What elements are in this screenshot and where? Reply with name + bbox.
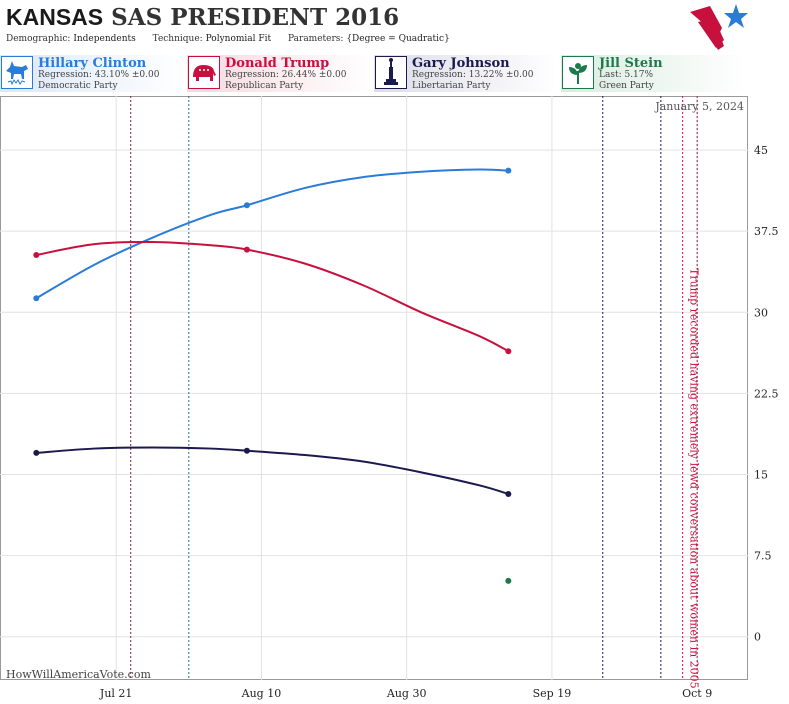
- candidate-name: Donald Trump: [225, 56, 330, 71]
- x-tick-label: Aug 30: [386, 687, 427, 700]
- elephant-icon: [188, 56, 220, 89]
- title-rest: SAS PRESIDENT 2016: [111, 4, 400, 31]
- x-tick-label: Jul 21: [99, 687, 133, 700]
- candidate-stat: Regression: 43.10% ±0.00: [38, 70, 160, 80]
- leaf-flower-icon: [562, 56, 594, 89]
- footer-site: HowWillAmericaVote.com: [6, 668, 151, 681]
- series-point: [243, 447, 250, 454]
- donkey-icon: [1, 56, 33, 89]
- y-tick-label: 37.5: [754, 225, 779, 238]
- technique-value: Polynomial Fit: [205, 34, 272, 44]
- candidate-card-stein: Jill Stein Last: 5.17% Green Party: [561, 55, 746, 92]
- series-point: [505, 167, 512, 174]
- event-annotation: Trump recorded having extremely lewd con…: [688, 268, 701, 689]
- liberty-statue-icon: [375, 56, 407, 89]
- series-line: [36, 240, 509, 353]
- candidate-name: Jill Stein: [599, 56, 663, 71]
- x-tick-label: Oct 9: [682, 687, 712, 700]
- subtitle-parameters: Demographic: Independents Technique: Pol…: [6, 34, 450, 44]
- technique-label: Technique:: [152, 34, 203, 44]
- series-line: [36, 446, 509, 495]
- candidate-card-trump: Donald Trump Regression: 26.44% ±0.00 Re…: [187, 55, 372, 92]
- parameters-value: {Degree = Quadratic}: [346, 34, 450, 44]
- series-point: [33, 449, 40, 456]
- candidate-card-johnson: Gary Johnson Regression: 13.22% ±0.00 Li…: [374, 55, 559, 92]
- candidate-party: Democratic Party: [38, 81, 118, 91]
- candidate-stat: Regression: 13.22% ±0.00: [412, 70, 534, 80]
- series-point: [505, 490, 512, 497]
- y-tick-label: 7.5: [754, 550, 772, 563]
- candidate-party: Libertarian Party: [412, 81, 491, 91]
- y-tick-label: 22.5: [754, 387, 779, 400]
- candidate-stat: Last: 5.17%: [599, 70, 654, 80]
- series-point: [243, 246, 250, 253]
- x-tick-label: Sep 19: [533, 687, 572, 700]
- candidate-name: Gary Johnson: [412, 56, 510, 71]
- parameters-label: Parameters:: [288, 34, 344, 44]
- y-tick-label: 30: [754, 306, 768, 319]
- series-point: [505, 348, 512, 355]
- candidate-party: Republican Party: [225, 81, 304, 91]
- candidate-party: Green Party: [599, 81, 654, 91]
- series-point: [33, 295, 40, 302]
- series-point: [33, 251, 40, 258]
- series-group: [33, 167, 512, 584]
- event-lines: [130, 96, 698, 680]
- plot-border: [0, 96, 748, 680]
- series-point: [505, 577, 512, 584]
- x-tick-label: Aug 10: [241, 687, 282, 700]
- state-name: KANSAS: [6, 4, 104, 30]
- y-tick-labels: 0 7.5 15 22.5 30 37.5 45: [754, 144, 779, 644]
- x-tick-labels: Jul 21 Aug 10 Aug 30 Sep 19 Oct 9: [99, 687, 712, 700]
- series-line: [35, 168, 509, 300]
- demographic-value: Independents: [73, 34, 136, 44]
- grid-lines: [0, 96, 748, 680]
- series-point: [243, 202, 250, 209]
- page-title: KANSAS SAS PRESIDENT 2016: [6, 4, 399, 31]
- demographic-label: Demographic:: [6, 34, 71, 44]
- y-tick-label: 0: [754, 631, 761, 644]
- date-label: January 5, 2024: [655, 100, 744, 113]
- candidate-card-clinton: Hillary Clinton Regression: 43.10% ±0.00…: [0, 55, 185, 92]
- plot-frame: [0, 96, 748, 680]
- flag-star-logo-icon: [690, 4, 748, 50]
- candidate-stat: Regression: 26.44% ±0.00: [225, 70, 347, 80]
- y-tick-label: 15: [754, 469, 768, 482]
- y-tick-label: 45: [754, 144, 768, 157]
- candidate-name: Hillary Clinton: [38, 56, 147, 71]
